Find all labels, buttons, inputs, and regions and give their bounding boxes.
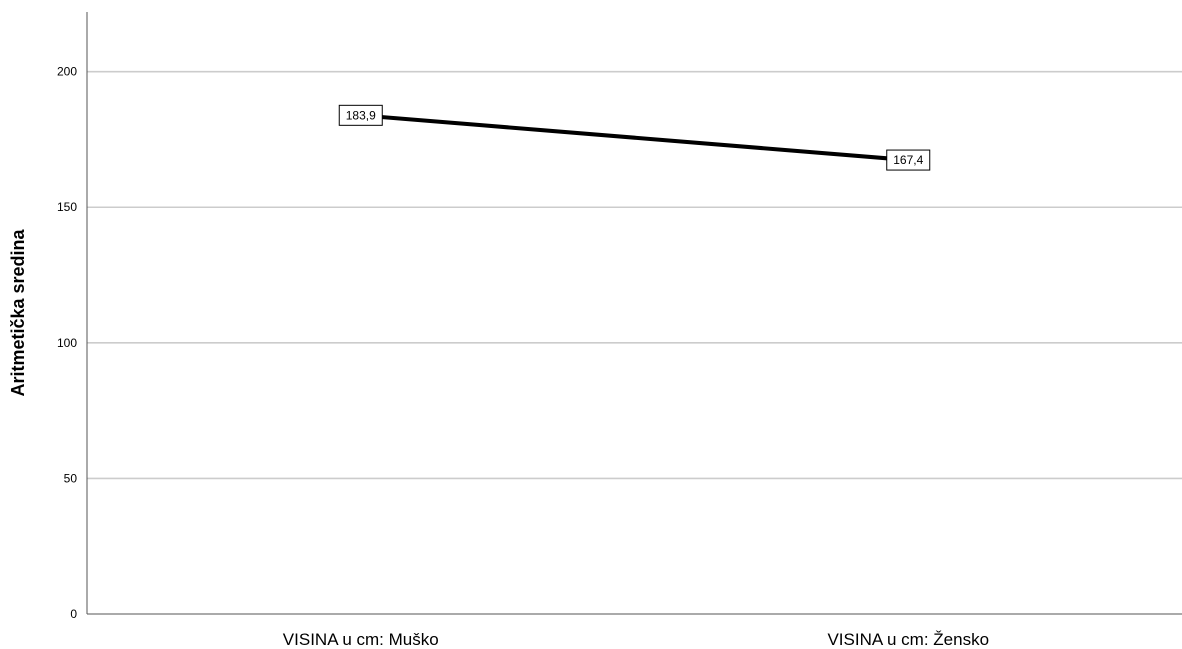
y-tick-label: 100	[57, 336, 77, 350]
x-category-label: VISINA u cm: Muško	[283, 630, 439, 649]
series-group: 183,9 167,4	[338, 104, 931, 171]
data-label-text: 183,9	[346, 108, 376, 122]
data-label: 167,4	[886, 149, 931, 171]
data-label-text: 167,4	[893, 153, 923, 167]
axes	[86, 12, 1182, 615]
series-line	[360, 113, 909, 163]
y-axis-title: Aritmetička sredina	[8, 228, 28, 396]
y-tick-label: 0	[70, 607, 77, 621]
data-label-box	[886, 149, 931, 171]
x-category-labels: VISINA u cm: Muško VISINA u cm: Žensko	[283, 630, 989, 649]
y-tick-label: 50	[64, 471, 78, 485]
gridlines	[87, 70, 1182, 480]
y-tick-label: 200	[57, 65, 77, 79]
y-tick-label: 150	[57, 200, 77, 214]
x-category-label: VISINA u cm: Žensko	[827, 630, 989, 649]
data-label-box	[338, 104, 383, 126]
data-label: 183,9	[338, 104, 383, 126]
y-tick-labels: 0 50 100 150 200	[57, 65, 77, 621]
